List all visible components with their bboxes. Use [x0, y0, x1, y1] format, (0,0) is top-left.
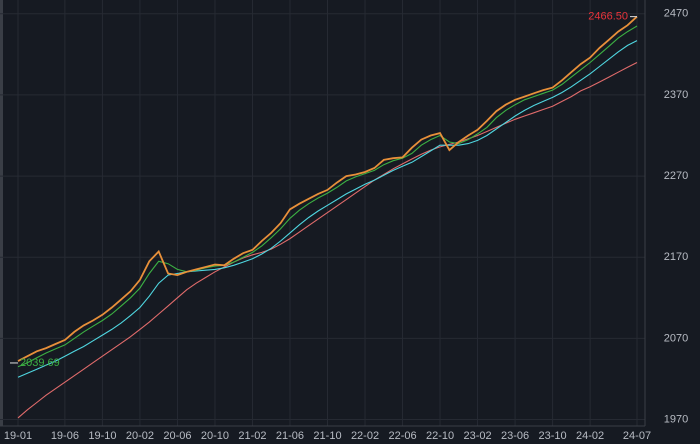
x-tick-label: 21-06 — [276, 430, 304, 442]
left-edge — [0, 0, 3, 426]
x-tick-label: 23-06 — [501, 430, 529, 442]
y-tick-label: 1970 — [664, 413, 688, 425]
series-line — [17, 15, 638, 362]
series-line — [17, 62, 638, 419]
y-tick-label: 2070 — [664, 332, 688, 344]
y-tick-label: 2370 — [664, 89, 688, 101]
x-tick-label: 24-02 — [576, 430, 604, 442]
x-tick-label: 20-06 — [163, 430, 191, 442]
y-tick-label: 2470 — [664, 8, 688, 20]
x-tick-label: 19-01 — [4, 430, 32, 442]
x-tick-label: 19-06 — [51, 430, 79, 442]
x-tick-label: 21-10 — [313, 430, 341, 442]
min-label: 2039.69 — [20, 357, 60, 369]
x-tick-label: 23-02 — [463, 430, 491, 442]
x-tick-label: 21-02 — [238, 430, 266, 442]
x-tick-label: 23-10 — [539, 430, 567, 442]
series-line — [17, 40, 638, 378]
x-tick-label: 22-02 — [351, 430, 379, 442]
x-tick-label: 19-10 — [88, 430, 116, 442]
x-tick-label: 20-02 — [126, 430, 154, 442]
x-tick-label: 20-10 — [201, 430, 229, 442]
y-tick-label: 2170 — [664, 251, 688, 263]
y-tick-label: 2270 — [664, 170, 688, 182]
x-tick-label: 22-10 — [426, 430, 454, 442]
x-tick-label: 24-07 — [623, 430, 651, 442]
x-tick-label: 22-06 — [388, 430, 416, 442]
series-line — [17, 25, 638, 368]
max-label: 2466.50 — [588, 11, 628, 23]
